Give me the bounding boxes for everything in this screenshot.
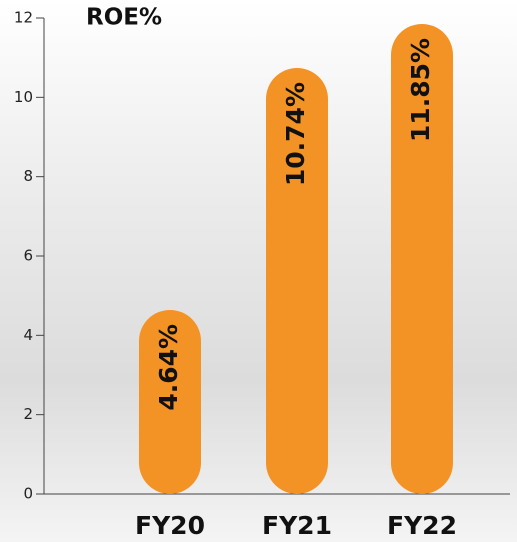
value-label: 4.64%: [154, 324, 183, 411]
y-tick-label: 4: [23, 326, 33, 344]
x-tick-label: FY20: [135, 511, 205, 540]
chart-title: ROE%: [86, 5, 162, 31]
y-tick-label: 10: [14, 88, 33, 106]
bar: [391, 23, 453, 494]
y-tick-label: 0: [23, 485, 33, 503]
y-tick-label: 12: [14, 9, 33, 27]
y-tick-label: 8: [23, 167, 33, 185]
y-tick-label: 2: [23, 405, 33, 423]
y-tick-label: 6: [23, 247, 33, 265]
value-label: 10.74%: [281, 82, 310, 186]
x-tick-label: FY22: [387, 511, 457, 540]
value-label: 11.85%: [406, 38, 435, 142]
bar: [139, 309, 201, 494]
bar: [266, 67, 328, 494]
x-tick-label: FY21: [262, 511, 332, 540]
